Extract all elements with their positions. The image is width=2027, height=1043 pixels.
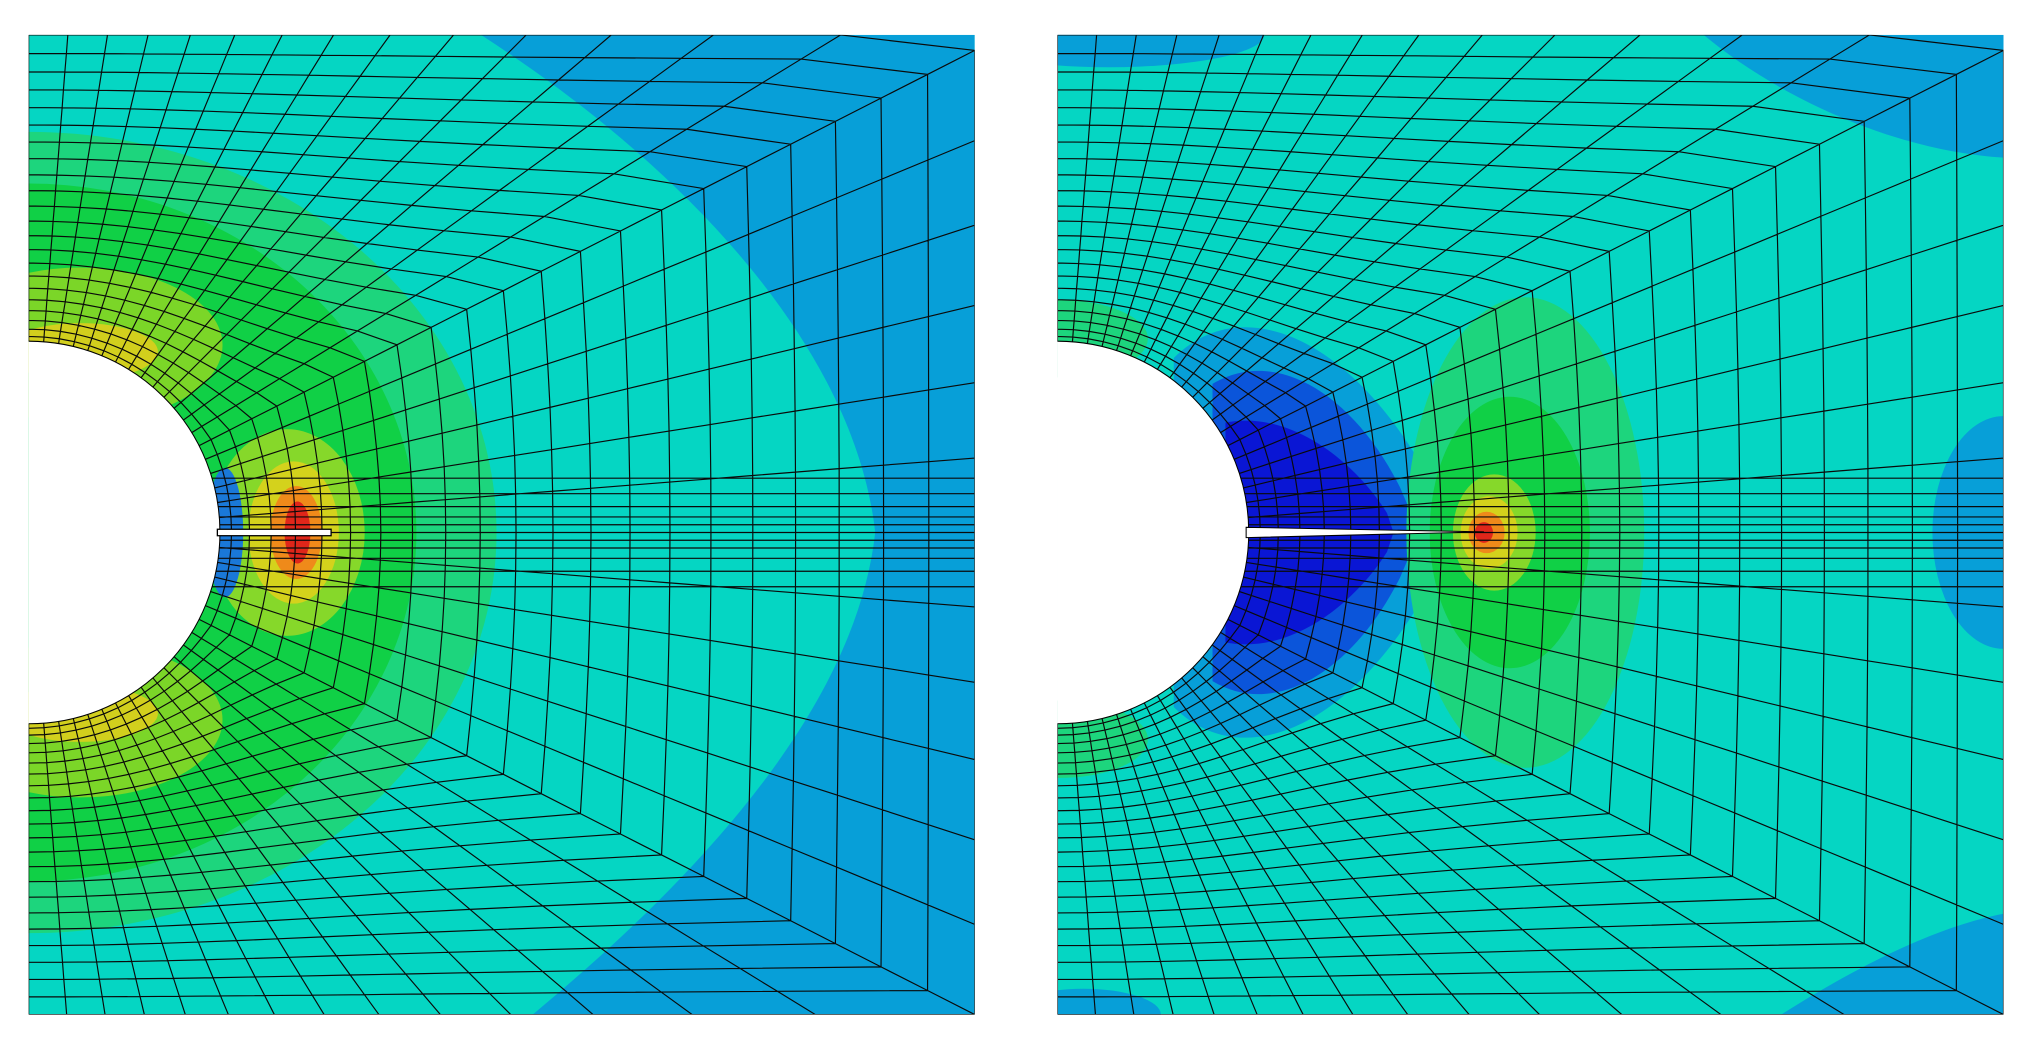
contour-band [481, 34, 975, 1015]
contour-band [1703, 34, 2004, 158]
right-panel [1057, 34, 2004, 1015]
crack [1245, 526, 1484, 539]
contour-band [1057, 34, 1265, 68]
contour-band [1057, 988, 1161, 1015]
crack [216, 528, 332, 537]
contour-band [1781, 913, 2004, 1015]
left-panel [28, 34, 975, 1015]
